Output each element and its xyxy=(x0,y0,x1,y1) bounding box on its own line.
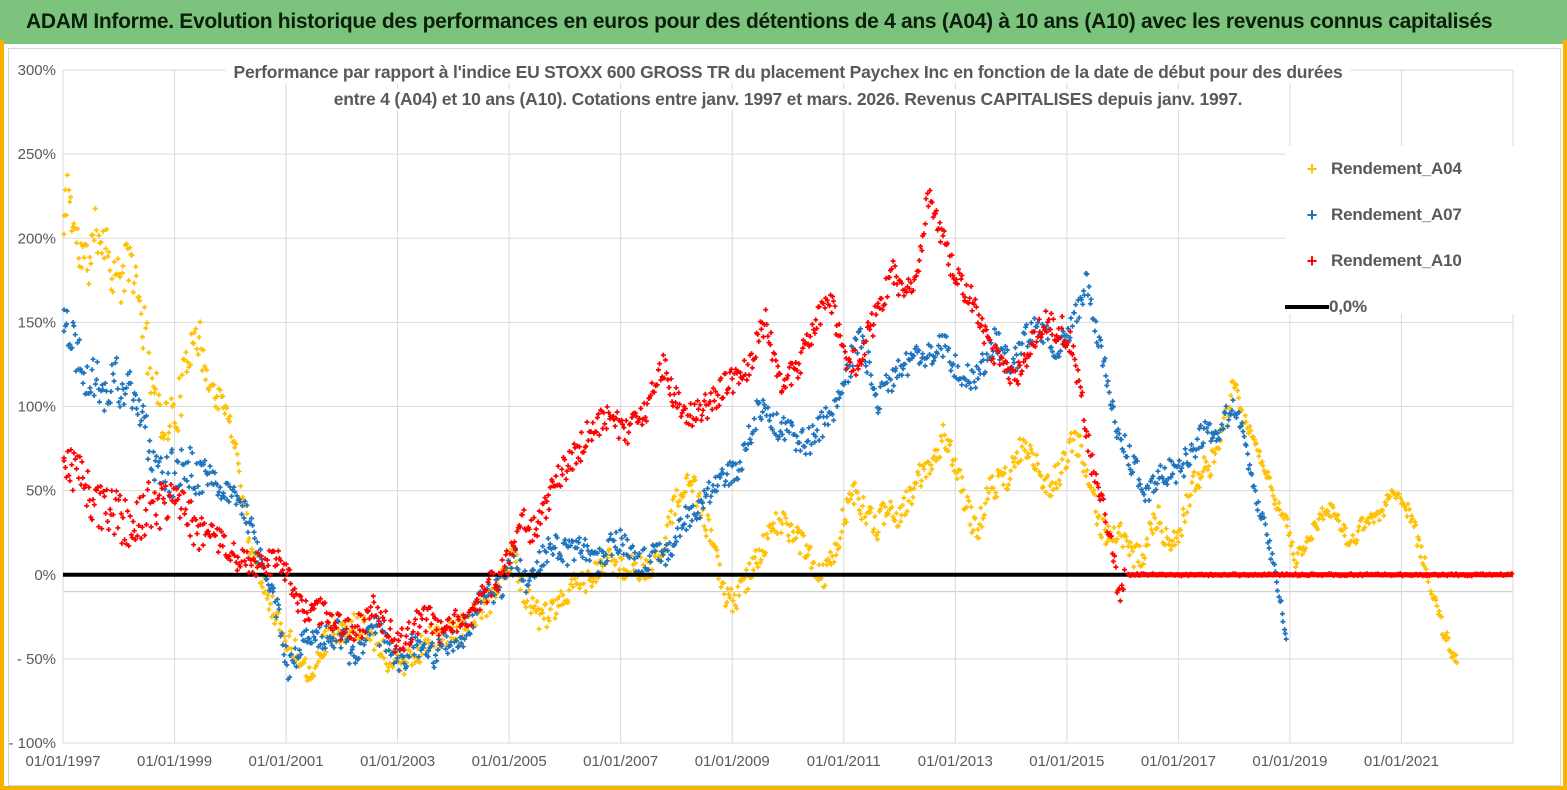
svg-text:01/01/2001: 01/01/2001 xyxy=(249,753,324,770)
svg-text:0%: 0% xyxy=(34,567,56,584)
svg-text:01/01/2011: 01/01/2011 xyxy=(807,753,881,770)
svg-text:01/01/1999: 01/01/1999 xyxy=(137,753,212,770)
legend-label: 0,0% xyxy=(1329,297,1367,316)
svg-text:01/01/2013: 01/01/2013 xyxy=(918,753,993,770)
chart-legend: + Rendement_A04 + Rendement_A07 + Rendem… xyxy=(1285,146,1515,316)
legend-item-rendement-a07: + Rendement_A07 xyxy=(1285,192,1515,238)
legend-item-zero-line: 0,0% xyxy=(1285,284,1515,330)
svg-text:01/01/2017: 01/01/2017 xyxy=(1141,753,1216,770)
svg-text:- 100%: - 100% xyxy=(8,735,56,752)
svg-text:50%: 50% xyxy=(26,483,56,500)
svg-text:01/01/2021: 01/01/2021 xyxy=(1364,753,1439,770)
legend-label: Rendement_A04 xyxy=(1331,159,1462,178)
black-line-marker-icon xyxy=(1285,305,1329,309)
page-frame-left xyxy=(0,40,4,790)
header-banner: ADAM Informe. Evolution historique des p… xyxy=(0,0,1567,44)
svg-text:300%: 300% xyxy=(18,62,56,79)
svg-text:100%: 100% xyxy=(18,399,56,416)
svg-text:- 50%: - 50% xyxy=(17,651,56,668)
svg-text:01/01/2009: 01/01/2009 xyxy=(695,753,770,770)
svg-text:250%: 250% xyxy=(18,146,56,163)
legend-item-rendement-a04: + Rendement_A04 xyxy=(1285,146,1515,192)
plus-marker-icon: + xyxy=(1306,205,1318,225)
legend-label: Rendement_A07 xyxy=(1331,205,1462,224)
page-title: ADAM Informe. Evolution historique des p… xyxy=(26,10,1493,33)
plus-marker-icon: + xyxy=(1306,159,1318,179)
svg-text:01/01/2005: 01/01/2005 xyxy=(472,753,547,770)
svg-text:01/01/2015: 01/01/2015 xyxy=(1029,753,1104,770)
chart-border xyxy=(8,48,1561,786)
svg-text:01/01/2019: 01/01/2019 xyxy=(1252,753,1327,770)
page-frame-right xyxy=(1563,40,1567,790)
svg-text:01/01/2007: 01/01/2007 xyxy=(583,753,658,770)
chart-title-line2: entre 4 (A04) et 10 ans (A10). Cotations… xyxy=(325,89,1251,110)
legend-label: Rendement_A10 xyxy=(1331,251,1462,270)
svg-text:200%: 200% xyxy=(18,230,56,247)
svg-text:01/01/1997: 01/01/1997 xyxy=(25,753,100,770)
plus-marker-icon: + xyxy=(1306,251,1318,271)
chart-title-line1: Performance par rapport à l'indice EU ST… xyxy=(225,62,1351,83)
page-frame-bottom xyxy=(0,786,1567,790)
legend-item-rendement-a10: + Rendement_A10 xyxy=(1285,238,1515,284)
svg-text:150%: 150% xyxy=(18,314,56,331)
svg-text:01/01/2003: 01/01/2003 xyxy=(360,753,435,770)
